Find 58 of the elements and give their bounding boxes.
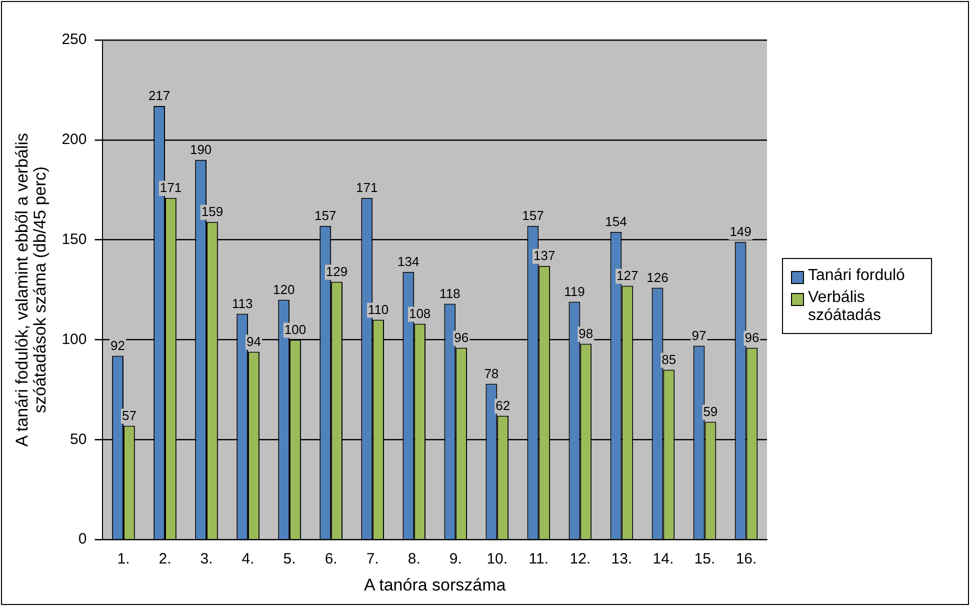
data-label: 137: [534, 248, 556, 263]
data-label: 171: [160, 180, 182, 195]
legend-label: Tanári forduló: [808, 267, 905, 285]
data-label: 129: [326, 264, 348, 279]
data-label: 108: [408, 306, 431, 321]
x-tick-label: 15.: [694, 550, 716, 568]
y-tick-label: 200: [62, 131, 87, 148]
x-tick-label: 7.: [366, 550, 379, 568]
data-label: 154: [605, 214, 627, 229]
data-label: 120: [272, 282, 295, 297]
data-label: 126: [646, 270, 668, 285]
x-tick-label: 3.: [200, 550, 213, 568]
data-label: 92: [110, 338, 126, 353]
x-tick-label: 10.: [486, 550, 508, 568]
data-label: 134: [398, 254, 420, 269]
x-tick-label: 14.: [652, 550, 674, 568]
y-tick-label: 0: [78, 530, 87, 548]
data-label: 59: [703, 404, 718, 419]
y-tick-label: 150: [62, 230, 87, 248]
x-tick-label: 9.: [449, 550, 462, 568]
x-tick-label: 12.: [570, 550, 591, 568]
x-tick-label: 2.: [158, 550, 172, 568]
y-tick-label: 100: [62, 330, 87, 348]
data-label: 157: [522, 208, 544, 223]
x-tick-label: 4.: [242, 550, 254, 568]
data-label: 217: [148, 88, 170, 104]
data-label: 190: [190, 142, 212, 157]
data-label: 171: [356, 180, 378, 195]
data-label: 97: [692, 328, 706, 343]
x-tick-label: 13.: [611, 550, 632, 568]
x-tick-label: 16.: [736, 550, 757, 568]
data-label: 113: [232, 296, 253, 311]
x-tick-label: 8.: [408, 550, 420, 568]
data-label: 85: [662, 352, 676, 367]
data-label: 96: [744, 330, 760, 345]
data-label: 110: [368, 302, 389, 317]
data-label: 100: [284, 322, 306, 337]
x-axis-title: A tanóra sorszáma: [364, 575, 506, 594]
data-label: 94: [246, 334, 261, 349]
data-label: 96: [454, 330, 469, 345]
data-label: 157: [314, 208, 336, 223]
data-label: 78: [484, 366, 499, 381]
data-label: 149: [730, 224, 752, 239]
x-tick-label: 1.: [117, 550, 130, 568]
x-tick-label: 5.: [283, 550, 296, 568]
data-label: 127: [616, 268, 638, 283]
y-tick-label: 50: [70, 430, 87, 448]
x-tick-label: 6.: [324, 550, 338, 568]
data-label: 118: [440, 286, 460, 301]
data-label: 98: [578, 326, 594, 341]
data-label: 119: [564, 284, 585, 299]
data-label: 57: [122, 408, 136, 423]
data-label: 159: [201, 204, 224, 219]
y-tick-label: 250: [62, 31, 87, 48]
data-label: 62: [496, 398, 510, 413]
x-tick-label: 11.: [528, 550, 549, 568]
y-axis-title: A tanári fodulók, valamint ebből a verbális szóátadások száma (db/45 perc): [12, 132, 50, 447]
legend-label: Verbális szóátadás: [808, 289, 882, 325]
